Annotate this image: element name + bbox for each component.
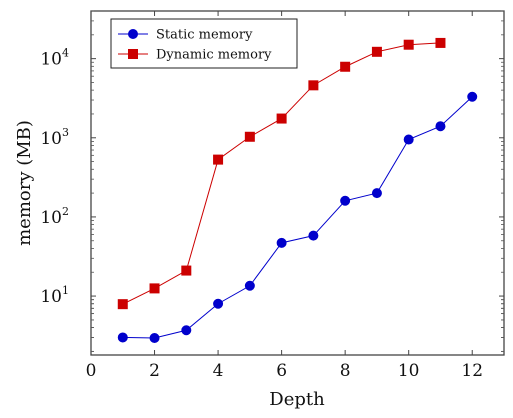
static-memory-point [117, 332, 128, 343]
static-memory-point [213, 298, 224, 309]
series-dynamic-memory [117, 37, 446, 310]
x-tick-label: 4 [213, 361, 224, 381]
dynamic-memory-line [122, 42, 441, 305]
legend-swatch-marker [128, 49, 138, 59]
dynamic-memory-point [435, 37, 446, 48]
y-axis-title: memory (MB) [14, 120, 35, 246]
x-tick-label: 0 [86, 361, 97, 381]
dynamic-memory-point [340, 61, 351, 72]
series-static-memory [117, 91, 478, 344]
dynamic-memory-point [371, 46, 382, 57]
static-memory-point [403, 134, 414, 145]
legend-entry-static-memory: Static memory [118, 28, 253, 43]
static-memory-point [244, 280, 255, 291]
static-memory-line [122, 96, 473, 339]
legend-entry-dynamic-memory: Dynamic memory [118, 48, 272, 63]
dynamic-memory-point [244, 131, 255, 142]
legend-label: Dynamic memory [156, 48, 272, 63]
legend-label: Static memory [156, 28, 253, 43]
static-memory-point [340, 195, 351, 206]
y-tick-exponent: 2 [62, 205, 69, 218]
static-memory-point [308, 230, 319, 241]
static-memory-point [276, 237, 287, 248]
static-memory-point [181, 325, 192, 336]
static-memory-point [371, 188, 382, 199]
static-memory-point [435, 121, 446, 132]
series-layer [117, 37, 478, 344]
x-tick-label: 12 [461, 361, 483, 381]
x-tick-label: 6 [276, 361, 287, 381]
x-tick-label: 2 [149, 361, 160, 381]
dynamic-memory-point [213, 154, 224, 165]
y-tick-label: 104 [40, 47, 69, 70]
dynamic-memory-point [117, 299, 128, 310]
y-tick-exponent: 1 [62, 284, 69, 297]
legend-swatch-marker [128, 29, 138, 39]
y-tick-label: 102 [40, 205, 69, 228]
dynamic-memory-point [276, 113, 287, 124]
y-tick-exponent: 3 [62, 126, 69, 139]
y-tick-label: 101 [40, 284, 69, 307]
x-tick-label: 8 [340, 361, 351, 381]
dynamic-memory-point [403, 39, 414, 50]
y-tick-label: 103 [40, 126, 69, 149]
y-tick-exponent: 4 [62, 47, 69, 60]
axis-ticks [90, 10, 504, 355]
x-axis-title: Depth [269, 389, 325, 410]
dynamic-memory-point [181, 265, 192, 276]
static-memory-point [149, 333, 160, 344]
legend: Static memory Dynamic memory [110, 18, 298, 69]
legend-entries: Static memory Dynamic memory [118, 28, 272, 63]
dynamic-memory-point [149, 283, 160, 294]
plot-frame [90, 10, 505, 356]
x-tick-label: 10 [398, 361, 420, 381]
legend-box [110, 18, 298, 69]
static-memory-point [467, 91, 478, 102]
dynamic-memory-point [308, 80, 319, 91]
